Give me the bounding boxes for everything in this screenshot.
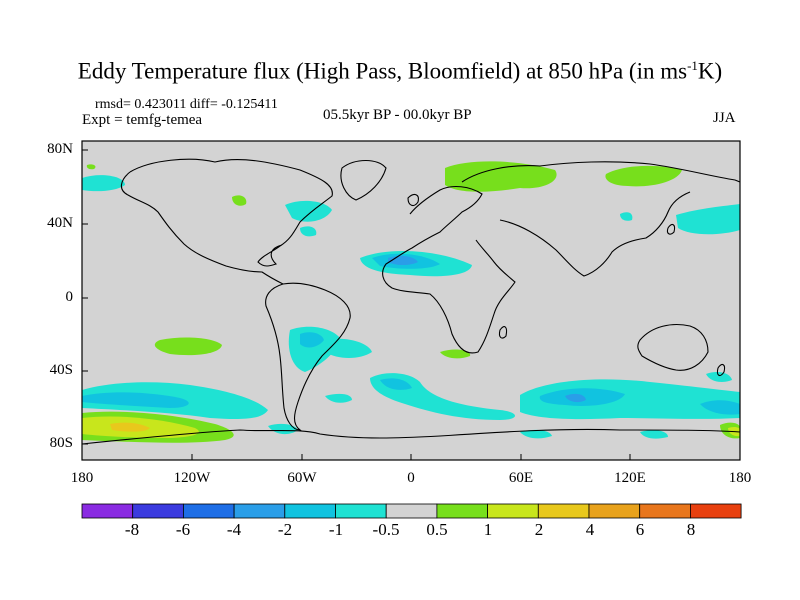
negative-anomaly-region bbox=[325, 393, 352, 403]
axis-ticks bbox=[82, 149, 631, 460]
positive-anomaly-region bbox=[154, 337, 222, 356]
negative-anomaly-region bbox=[676, 204, 740, 235]
colorbar-swatch bbox=[132, 503, 184, 519]
negative-anomaly-region bbox=[380, 378, 412, 390]
negative-anomaly-region bbox=[565, 393, 586, 403]
positive-anomaly-region bbox=[86, 164, 96, 170]
colorbar-swatch bbox=[81, 503, 134, 519]
positive-anomaly-region bbox=[605, 165, 682, 187]
colorbar-swatch bbox=[690, 503, 742, 519]
colorbar-swatch bbox=[335, 503, 387, 519]
title-exponent: -1 bbox=[687, 58, 698, 73]
colorbar-swatch bbox=[436, 503, 488, 519]
experiment-label: Expt = temfg-temea bbox=[82, 112, 203, 128]
colorbar-label: -6 bbox=[175, 520, 191, 539]
period-label: 05.5kyr BP - 00.0kyr BP bbox=[323, 107, 472, 123]
madagascar-coast bbox=[498, 326, 508, 339]
uk-coast bbox=[407, 193, 419, 207]
title-main: Eddy Temperature flux (High Pass, Bloomf… bbox=[77, 58, 688, 84]
lon-label-60w: 60W bbox=[287, 470, 317, 486]
negative-anomaly-region bbox=[300, 332, 324, 348]
lon-label-120e: 120E bbox=[614, 470, 646, 486]
colorbar-label: 8 bbox=[686, 520, 696, 539]
asia-coast bbox=[461, 161, 740, 183]
positive-anomaly-region bbox=[440, 349, 471, 359]
colorbar-label: 6 bbox=[635, 520, 645, 539]
figure-title: Eddy Temperature flux (High Pass, Bloomf… bbox=[0, 58, 800, 85]
colorbar-swatch bbox=[233, 503, 286, 519]
south-america-coast bbox=[265, 282, 351, 431]
australia-coast bbox=[637, 323, 709, 371]
colorbar-label: 2 bbox=[534, 520, 544, 539]
lat-label-eq: 0 bbox=[65, 289, 74, 305]
colorbar-label: -1 bbox=[328, 520, 344, 539]
antarctica-coast bbox=[82, 428, 740, 445]
japan-coast bbox=[666, 223, 676, 235]
season-label: JJA bbox=[713, 110, 736, 126]
lat-label-80s: 80S bbox=[49, 435, 73, 451]
europe-africa-coast bbox=[382, 185, 516, 354]
colorbar-swatch bbox=[537, 503, 590, 519]
lat-label-80n: 80N bbox=[47, 141, 73, 157]
colorbar-swatch bbox=[588, 503, 641, 519]
title-unit-end: K) bbox=[697, 58, 723, 84]
colorbar-label: -2 bbox=[277, 520, 293, 539]
colorbar-label: 1 bbox=[483, 520, 493, 539]
asia-coast bbox=[499, 191, 691, 277]
lon-label-0: 0 bbox=[407, 470, 415, 486]
positive-anomaly-region bbox=[445, 161, 557, 192]
colorbar-swatch bbox=[284, 503, 336, 519]
negative-anomaly-region bbox=[300, 226, 317, 237]
colorbar-label: -0.5 bbox=[372, 520, 400, 539]
colorbar bbox=[81, 503, 742, 519]
colorbar-label: -8 bbox=[124, 520, 140, 539]
colorbar-swatch bbox=[487, 503, 539, 519]
colorbar-swatch bbox=[182, 503, 235, 519]
lat-label-40n: 40N bbox=[47, 215, 73, 231]
negative-anomaly-region bbox=[706, 372, 732, 382]
negative-anomaly-region bbox=[285, 200, 332, 222]
colorbar-label: 4 bbox=[585, 520, 595, 539]
lon-label-120w: 120W bbox=[173, 470, 211, 486]
negative-anomaly-region bbox=[82, 175, 125, 192]
north-america-coast bbox=[129, 158, 333, 267]
negative-anomaly-region bbox=[620, 212, 633, 221]
rmsd-diff-label: rmsd= 0.423011 diff= -0.125411 bbox=[95, 97, 278, 112]
negative-anomaly-region bbox=[640, 430, 668, 439]
north-america-coast bbox=[120, 171, 284, 285]
new-zealand-coast bbox=[716, 363, 726, 377]
colorbar-swatch bbox=[385, 503, 438, 519]
colorbar-swatch bbox=[639, 503, 691, 519]
negative-anomaly-region bbox=[700, 400, 740, 415]
negative-anomaly-region bbox=[325, 338, 372, 358]
negative-anomaly-region bbox=[82, 392, 189, 408]
negative-anomaly-region bbox=[520, 429, 552, 439]
negative-anomaly-region bbox=[268, 423, 298, 435]
positive-anomaly-region bbox=[232, 195, 247, 206]
greenland-coast bbox=[340, 159, 387, 201]
lon-label-180e: 180 bbox=[728, 470, 752, 486]
coastlines bbox=[82, 158, 740, 445]
lat-label-40s: 40S bbox=[49, 362, 73, 378]
lon-label-60e: 60E bbox=[508, 470, 534, 486]
colorbar-label: 0.5 bbox=[426, 520, 448, 539]
colorbar-label: -4 bbox=[226, 520, 242, 539]
anomaly-shading bbox=[82, 161, 740, 443]
lon-label-180w: 180 bbox=[70, 470, 94, 486]
positive-anomaly-region bbox=[110, 422, 150, 432]
